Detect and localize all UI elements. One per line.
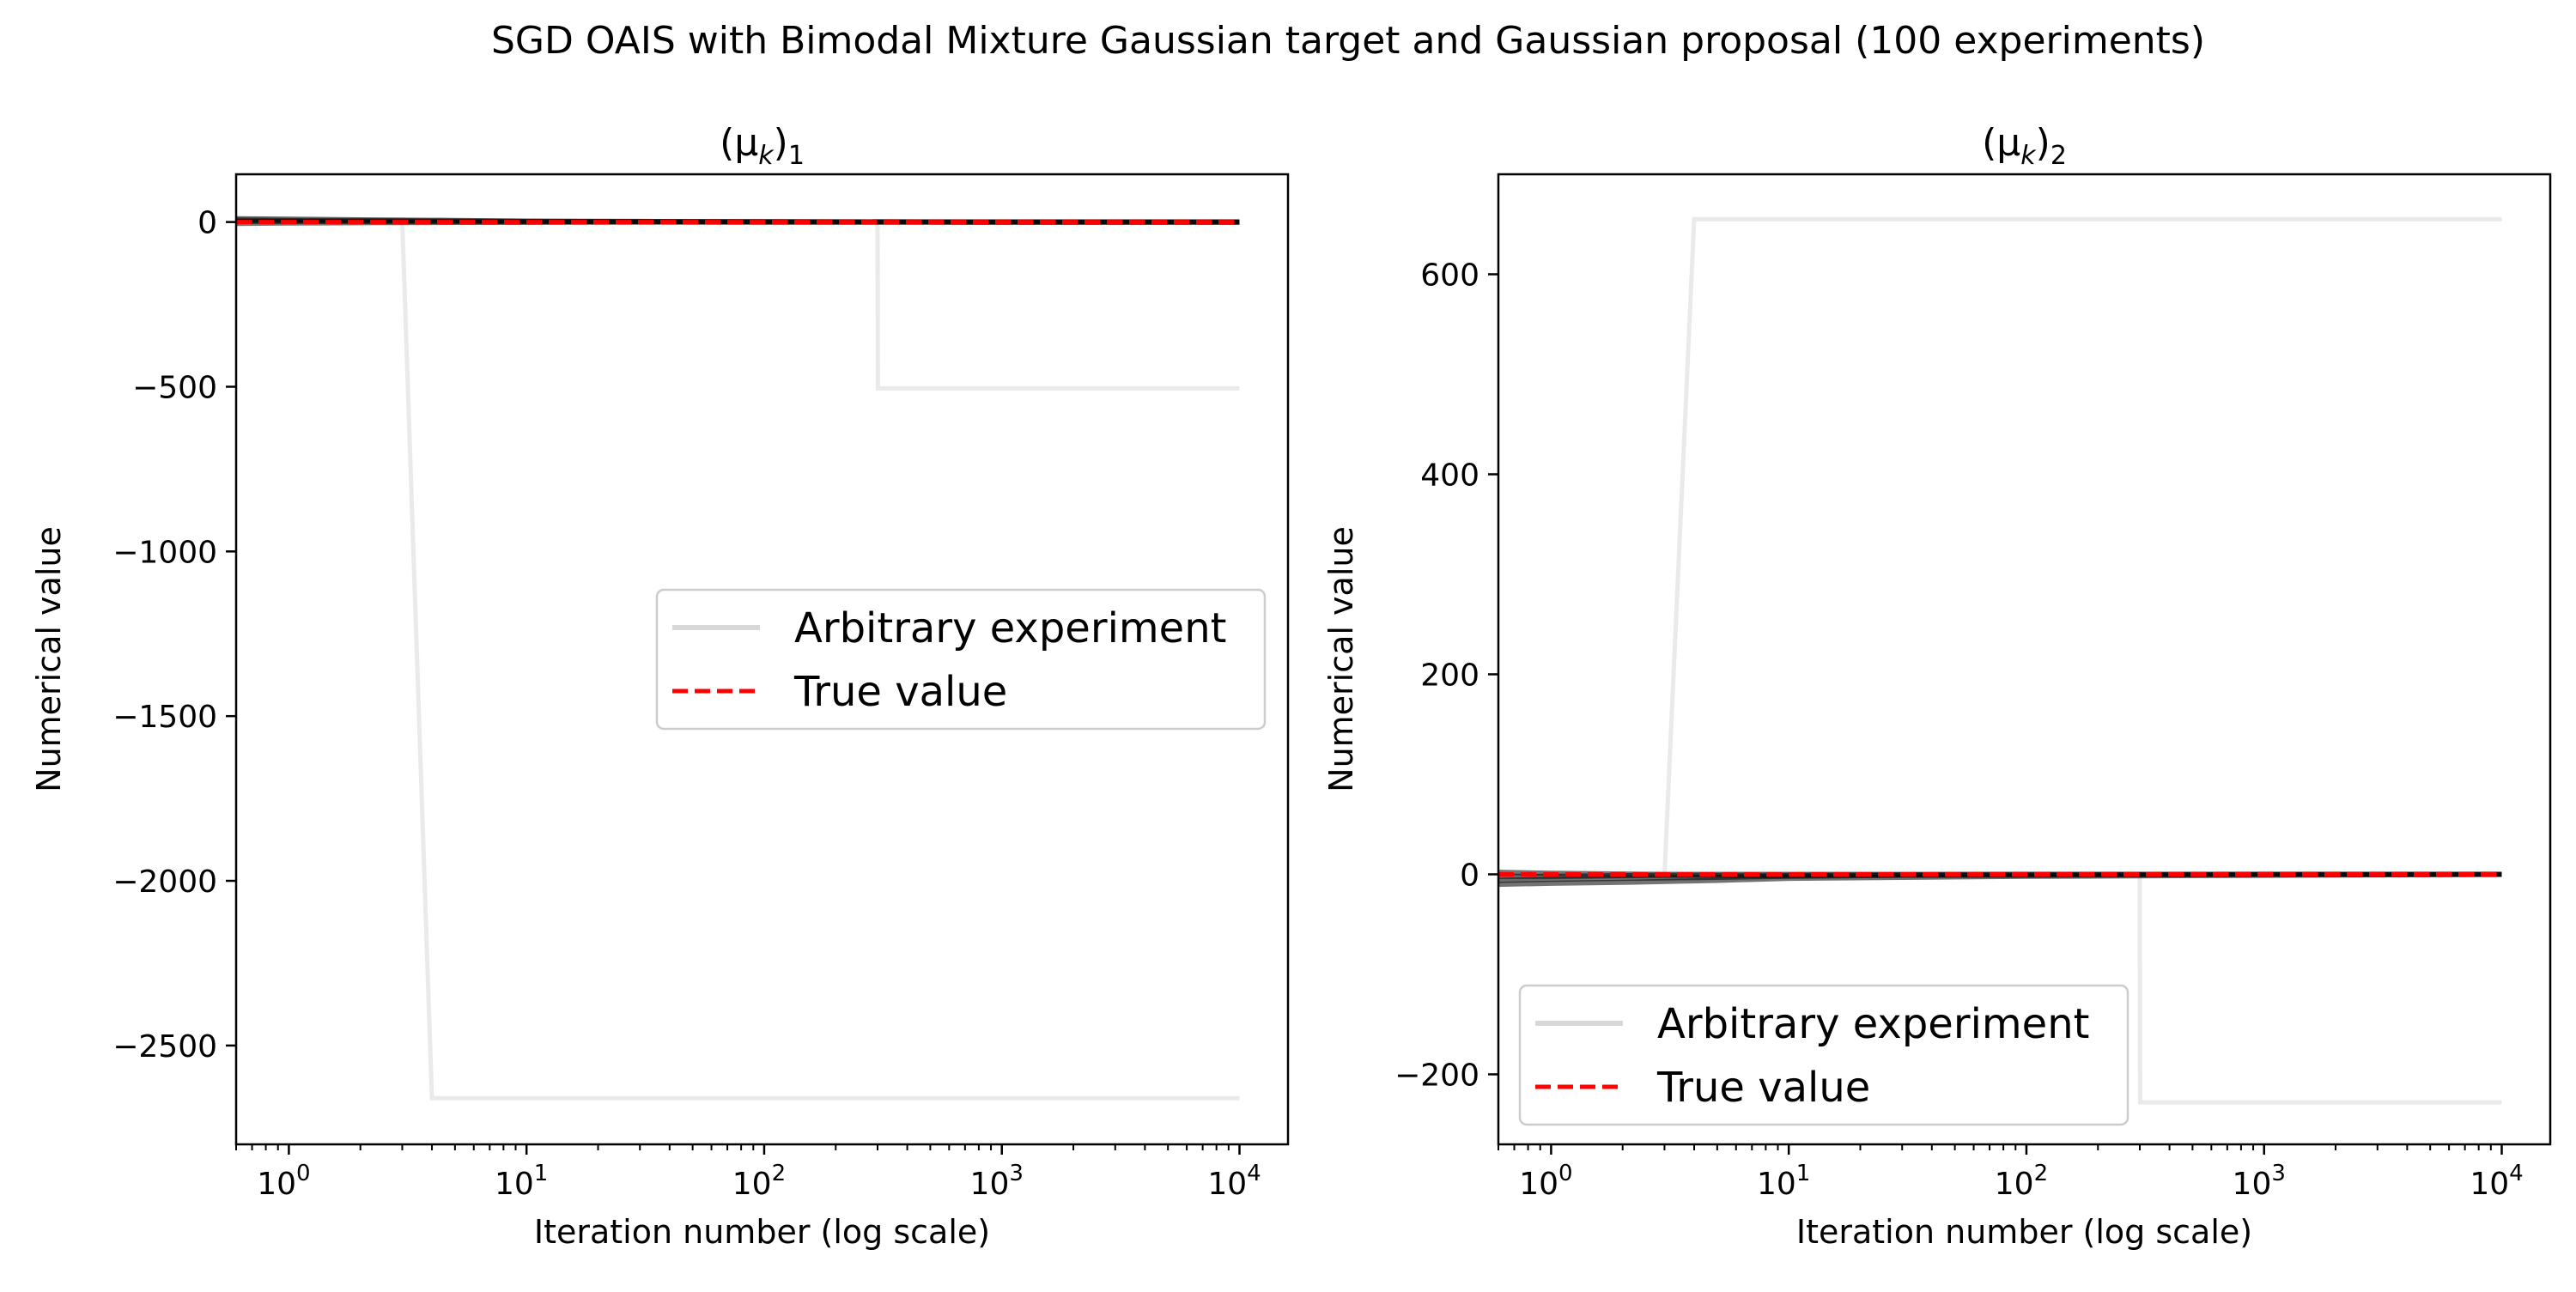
y-axis-label: Numerical value xyxy=(1322,526,1360,792)
legend-label: Arbitrary experiment xyxy=(794,604,1226,652)
x-tick-label: 101 xyxy=(1757,1161,1810,1202)
x-axis-label: Iteration number (log scale) xyxy=(534,1213,990,1251)
y-tick-label: −1000 xyxy=(112,535,217,570)
y-tick-label: 200 xyxy=(1420,658,1479,693)
legend-box xyxy=(655,588,1267,731)
x-tick-label: 102 xyxy=(732,1161,786,1202)
plot-area xyxy=(236,215,1240,1101)
x-tick-label: 103 xyxy=(970,1161,1024,1202)
y-tick-label: −200 xyxy=(1394,1058,1479,1093)
chart-panel-2: 600 400 200 0 −200 100 101 102 103 104 Iteration n… xyxy=(1322,121,2552,1251)
x-tick-label: 100 xyxy=(257,1161,310,1202)
legend: Arbitrary experiment True value xyxy=(1518,984,2129,1126)
y-tick-label: −500 xyxy=(132,370,217,405)
experiment-line-outlier-1 xyxy=(1498,216,2502,882)
experiment-line-outlier-2 xyxy=(236,219,1240,391)
panel-title: (μk)1 xyxy=(720,121,805,171)
y-tick-label: −2500 xyxy=(112,1029,217,1065)
y-tick-label: 600 xyxy=(1420,258,1479,293)
legend-label: True value xyxy=(1656,1064,1870,1112)
y-tick-label: 400 xyxy=(1420,458,1479,493)
legend-box xyxy=(1518,984,2129,1126)
x-tick-label: 104 xyxy=(1207,1161,1261,1202)
y-tick-label: −1500 xyxy=(112,700,217,735)
figure-title: SGD OAIS with Bimodal Mixture Gaussian t… xyxy=(491,19,2205,63)
panel-title: (μk)2 xyxy=(1982,121,2067,171)
axes-frame xyxy=(1497,173,2552,1146)
axes-frame xyxy=(234,173,1290,1146)
y-tick-label: 0 xyxy=(1460,858,1479,893)
legend-label: Arbitrary experiment xyxy=(1657,1000,2089,1048)
legend: Arbitrary experiment True value xyxy=(655,588,1267,731)
legend-label: True value xyxy=(793,668,1007,716)
chart-panel-1: 0 −500 −1000 −1500 −2000 −2500 100 101 102 103 104… xyxy=(30,121,1290,1251)
x-tick-label: 104 xyxy=(2470,1161,2523,1202)
x-tick-label: 101 xyxy=(495,1161,548,1202)
y-axis-label: Numerical value xyxy=(30,526,68,792)
y-tick-label: −2000 xyxy=(112,864,217,900)
x-tick-label: 103 xyxy=(2233,1161,2286,1202)
x-tick-label: 102 xyxy=(1995,1161,2048,1202)
y-tick-label: 0 xyxy=(197,206,217,241)
x-axis-label: Iteration number (log scale) xyxy=(1796,1213,2252,1251)
x-tick-label: 100 xyxy=(1519,1161,1572,1202)
plot-area xyxy=(1498,216,2502,1105)
